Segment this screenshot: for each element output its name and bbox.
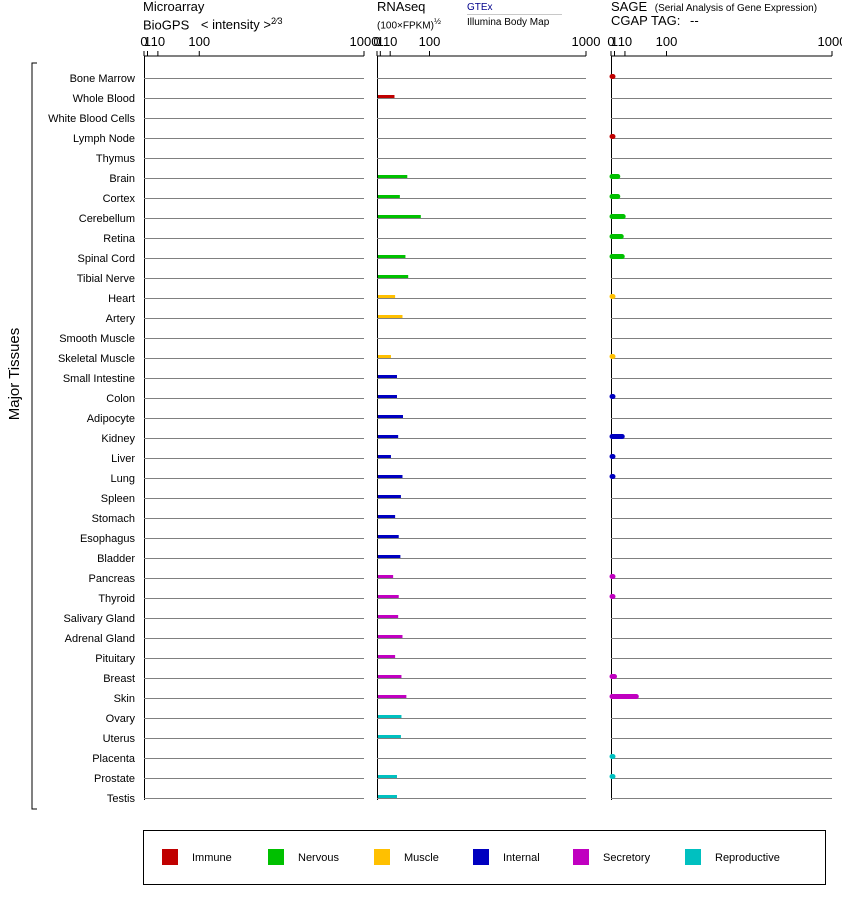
tissue-label: Prostate: [94, 773, 135, 785]
tissue-label: Bone Marrow: [70, 73, 135, 85]
sage-tag-label: CGAP TAG:: [611, 13, 681, 28]
y-axis-bracket: [31, 62, 37, 810]
legend-swatch: [473, 849, 489, 865]
tissue-label: Lung: [111, 473, 135, 485]
tissue-label: Tibial Nerve: [77, 273, 135, 285]
tissue-label: Stomach: [92, 513, 135, 525]
x-tick-label: 1: [377, 34, 384, 49]
tissue-label: White Blood Cells: [48, 113, 135, 125]
x-tick-label: 10: [151, 34, 165, 49]
x-tick-label: 10: [618, 34, 632, 49]
microarray-exponent: 2⁄3: [270, 16, 283, 26]
tissue-label: Whole Blood: [73, 93, 135, 105]
legend-swatch: [685, 849, 701, 865]
legend-label: Muscle: [404, 852, 439, 864]
x-tick-label: 1000: [572, 34, 601, 49]
x-tick-label: 0: [373, 34, 380, 49]
microarray-scale: < intensity >: [200, 17, 271, 33]
tissue-label: Thymus: [96, 153, 136, 165]
tissue-label: Pituitary: [95, 653, 135, 665]
tissue-label: Salivary Gland: [63, 613, 135, 625]
microarray-subtitle: BioGPS: [143, 17, 190, 33]
tissue-label: Breast: [103, 673, 135, 685]
tissue-label: Pancreas: [89, 573, 136, 585]
x-tick-label: 1: [144, 34, 151, 49]
tissue-label: Testis: [107, 793, 136, 805]
tissue-label: Cortex: [103, 193, 136, 205]
tissue-label: Lymph Node: [73, 133, 135, 145]
tissue-label: Liver: [111, 453, 135, 465]
tissue-label: Spleen: [101, 493, 135, 505]
tissue-label: Brain: [109, 173, 135, 185]
legend-swatch: [162, 849, 178, 865]
tissue-label: Kidney: [101, 433, 135, 445]
tissue-label: Ovary: [106, 713, 136, 725]
x-tick-label: 10: [383, 34, 397, 49]
microarray-title: Microarray: [143, 0, 205, 14]
legend: Immune Nervous Muscle Internal Secretory…: [143, 830, 826, 885]
tissue-label: Small Intestine: [63, 373, 135, 385]
x-tick-label: 1000: [818, 34, 842, 49]
x-tick-label: 0: [607, 34, 614, 49]
rnaseq-title: RNAseq: [377, 0, 426, 14]
x-tick-label: 100: [656, 34, 678, 49]
rnaseq-header: RNAseq (100×FPKM)½: [377, 0, 441, 31]
legend-swatch: [268, 849, 284, 865]
legend-label: Secretory: [603, 852, 651, 864]
x-tick-label: 1000: [350, 34, 379, 49]
microarray-header: Microarray BioGPS < intensity >2⁄3: [143, 0, 283, 32]
tissue-label: Smooth Muscle: [59, 333, 135, 345]
sage-title: SAGE: [611, 0, 648, 14]
tissue-label: Placenta: [92, 753, 136, 765]
rnaseq-unit: (100×FPKM): [377, 20, 434, 32]
tissue-label: Spinal Cord: [78, 253, 135, 265]
tissue-label: Cerebellum: [79, 213, 135, 225]
tissue-label: Thyroid: [98, 593, 135, 605]
tissue-label: Bladder: [97, 553, 135, 565]
x-tick-label: 0: [140, 34, 147, 49]
legend-label: Nervous: [298, 852, 339, 864]
legend-swatch: [573, 849, 589, 865]
tissue-label: Uterus: [103, 733, 136, 745]
legend-label: Internal: [503, 852, 540, 864]
legend-swatch: [374, 849, 390, 865]
tissue-label: Artery: [106, 313, 136, 325]
gtex-link[interactable]: GTEx: [467, 2, 562, 15]
legend-label: Reproductive: [715, 852, 780, 864]
tissue-label: Esophagus: [80, 533, 136, 545]
rnaseq-exponent: ½: [433, 16, 441, 26]
tissue-label: Skin: [114, 693, 135, 705]
sage-header: SAGE (Serial Analysis of Gene Expression…: [611, 0, 817, 28]
x-tick-label: 100: [419, 34, 441, 49]
tissue-label: Adrenal Gland: [65, 633, 135, 645]
x-tick-label: 1: [611, 34, 618, 49]
tissue-label: Heart: [108, 293, 135, 305]
tissue-label: Adipocyte: [87, 413, 135, 425]
illumina-body-map: Illumina Body Map: [467, 17, 550, 28]
tissue-label: Skeletal Muscle: [58, 353, 135, 365]
sage-description: (Serial Analysis of Gene Expression): [654, 3, 818, 14]
y-axis-title: Major Tissues: [6, 328, 23, 421]
rnaseq-sources: GTEx Illumina Body Map: [467, 2, 562, 28]
sage-tag-value: --: [689, 13, 699, 28]
x-tick-label: 100: [188, 34, 210, 49]
tissue-label: Retina: [103, 233, 136, 245]
tissue-label: Colon: [106, 393, 135, 405]
legend-label: Immune: [192, 852, 232, 864]
